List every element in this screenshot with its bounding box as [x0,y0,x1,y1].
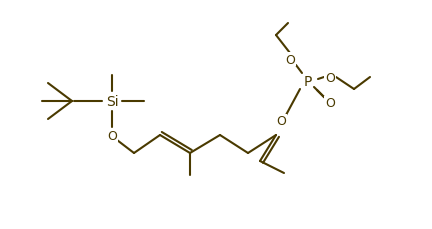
Text: P: P [304,75,312,89]
Text: O: O [107,129,117,142]
Text: Si: Si [106,95,118,109]
Text: O: O [325,97,335,110]
Text: O: O [285,53,295,66]
Text: O: O [325,71,335,84]
Text: O: O [276,115,286,128]
